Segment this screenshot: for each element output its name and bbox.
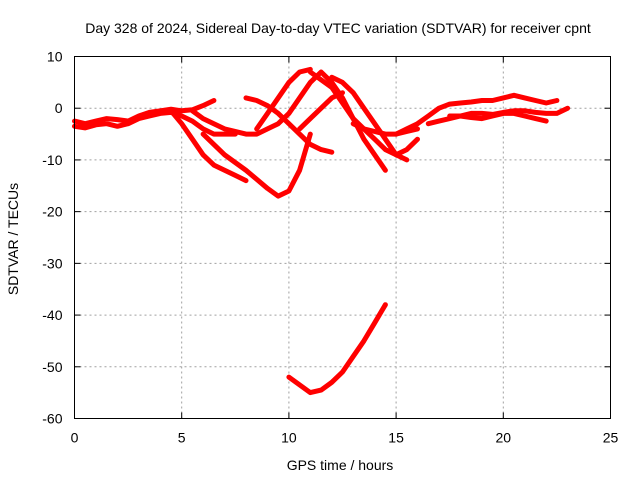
y-tick-label: -60 [42, 411, 62, 427]
y-tick-label: 10 [47, 49, 63, 65]
y-tick-label: -40 [42, 307, 62, 323]
chart-title: Day 328 of 2024, Sidereal Day-to-day VTE… [85, 20, 591, 36]
series-arc-6 [243, 95, 335, 155]
y-axis-label: SDTVAR / TECUs [5, 183, 21, 295]
x-tick-label: 0 [71, 430, 79, 446]
series-arc-8 [297, 90, 345, 132]
series-arc-15 [286, 302, 388, 396]
y-tick-label: -30 [42, 255, 62, 271]
y-tick-label: 0 [55, 100, 63, 116]
plot-frame [74, 56, 611, 419]
series-arc-7 [254, 66, 313, 132]
x-axis-label: GPS time / hours [287, 457, 394, 473]
series-arc-14 [447, 105, 571, 119]
y-tick-label: -20 [42, 204, 62, 220]
series-arc-3 [168, 108, 249, 184]
x-tick-label: 10 [281, 430, 297, 446]
x-tick-label: 20 [496, 430, 512, 446]
series-arc-9 [307, 69, 420, 158]
series-arc-2 [72, 109, 238, 137]
series-arc-12 [393, 92, 560, 137]
x-tick-label: 15 [388, 430, 404, 446]
x-tick-label: 25 [603, 430, 619, 446]
series-arc-10 [329, 74, 410, 163]
axis-ticks: 0 5 10 15 20 25 10 0 -10 -20 -30 -40 -50 -60 [42, 49, 618, 446]
y-tick-label: -10 [42, 152, 62, 168]
y-tick-label: -50 [42, 359, 62, 375]
x-tick-label: 5 [178, 430, 186, 446]
series-arc-5 [200, 131, 313, 199]
series-arc-13 [425, 110, 549, 127]
series-group [72, 66, 571, 396]
